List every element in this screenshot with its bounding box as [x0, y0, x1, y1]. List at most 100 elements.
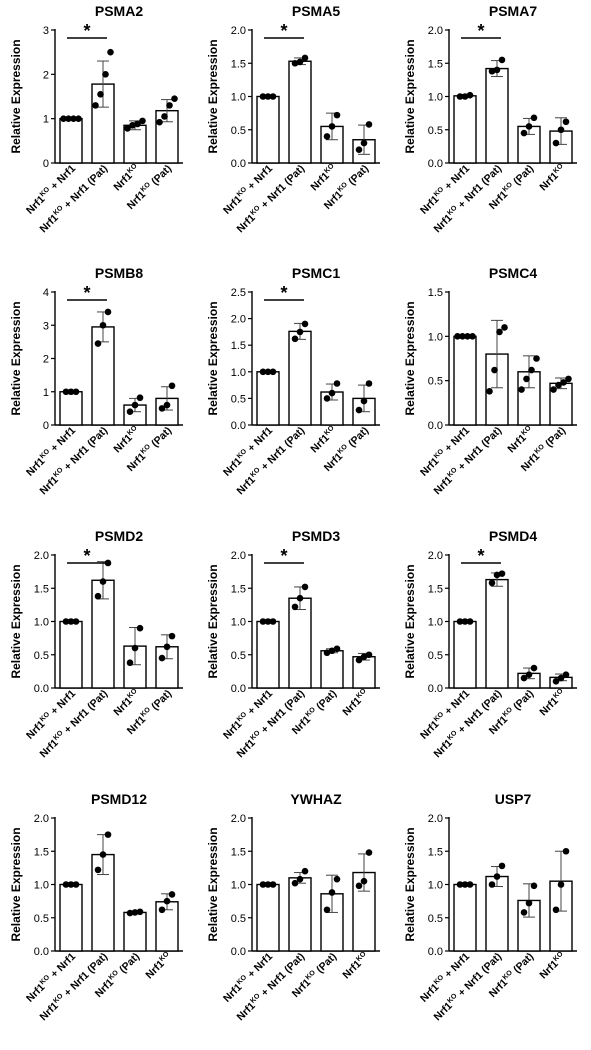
data-point	[493, 66, 501, 74]
data-point	[124, 125, 131, 132]
bar	[453, 95, 477, 164]
y-tick-label: 0.5	[231, 913, 246, 925]
data-point	[488, 67, 496, 75]
y-tick-label: 1.5	[428, 58, 443, 70]
data-point	[163, 897, 171, 905]
bar	[256, 620, 280, 689]
y-tick-label: 0.0	[231, 946, 246, 958]
chart-title: PSMA2	[95, 3, 143, 19]
data-point	[498, 862, 506, 870]
data-point	[562, 118, 570, 126]
chart-title: PSMD2	[95, 528, 143, 544]
y-tick-label: 0.5	[231, 650, 246, 662]
category-label: Nrf1KO	[505, 424, 536, 455]
y-tick-label: 1.5	[428, 287, 443, 299]
category-label: Nrf1KO	[111, 162, 142, 193]
data-point	[102, 71, 109, 78]
bar	[485, 875, 509, 952]
chart-title: PSMA5	[292, 3, 340, 19]
data-point	[333, 645, 341, 653]
data-point	[72, 388, 80, 396]
y-tick-label: 0	[43, 158, 49, 170]
y-tick-label: 3	[43, 25, 49, 37]
data-point	[550, 386, 557, 393]
data-point	[360, 139, 368, 147]
y-tick-label: 2.0	[34, 813, 49, 825]
data-point	[496, 328, 503, 336]
data-point	[488, 579, 496, 587]
data-point	[552, 678, 560, 685]
data-point	[126, 659, 134, 667]
data-point	[131, 644, 139, 652]
data-point	[323, 649, 331, 657]
data-point	[70, 115, 77, 122]
y-tick-label: 1.0	[231, 617, 246, 629]
y-tick-label: 1.0	[34, 617, 49, 629]
y-axis-label: Relative Expression	[9, 564, 23, 678]
y-tick-label: 0.0	[231, 158, 246, 170]
y-tick-label: 0.0	[428, 683, 443, 695]
bar	[288, 60, 312, 164]
bar	[288, 597, 312, 689]
data-point	[533, 355, 540, 362]
y-tick-label: 1.5	[428, 846, 443, 858]
data-point	[530, 664, 538, 672]
category-label: Nrf1KO	[111, 687, 142, 718]
panel-psmc1: PSMC1 Relative Expression 0.0 0.5 1.0 1.5 2.0 2…	[206, 265, 380, 497]
data-point	[560, 379, 567, 386]
data-point	[291, 59, 299, 67]
data-point	[296, 328, 304, 336]
error-bar	[97, 60, 109, 108]
y-axis-label: Relative Expression	[9, 39, 23, 153]
data-point	[461, 618, 469, 625]
data-point	[99, 851, 107, 858]
y-tick-label: 2.0	[231, 25, 246, 37]
data-point	[461, 93, 469, 100]
y-tick-label: 1.5	[231, 846, 246, 858]
chart-title: PSMD4	[489, 528, 537, 544]
data-point	[355, 146, 363, 153]
data-point	[333, 111, 341, 119]
data-point	[525, 671, 533, 678]
data-point	[94, 592, 102, 600]
data-point	[65, 115, 72, 122]
data-point	[291, 335, 299, 343]
data-point	[360, 877, 368, 885]
panel-psmd12: PSMD12 Relative Expression 0.0 0.5 1.0 1.5 2.0…	[9, 791, 183, 1023]
data-point	[557, 674, 565, 682]
data-point	[360, 653, 368, 661]
bar	[288, 877, 312, 952]
y-tick-label: 1.0	[231, 880, 246, 892]
data-point	[158, 906, 166, 914]
y-axis-label: Relative Expression	[403, 39, 417, 153]
y-tick-label: 0.5	[34, 913, 49, 925]
y-axis-label: Relative Expression	[206, 827, 220, 941]
data-point	[333, 380, 341, 387]
y-tick-label: 0.0	[428, 420, 443, 432]
panel-ywhaz: YWHAZ Relative Expression 0.0 0.5 1.0 1.5 2.0 N…	[206, 791, 380, 1023]
data-point	[94, 340, 102, 347]
data-point	[466, 91, 474, 99]
y-tick-label: 0.5	[34, 650, 49, 662]
y-tick-label: 0.0	[34, 683, 49, 695]
significance-label: *	[83, 283, 90, 303]
data-point	[525, 123, 533, 130]
y-tick-label: 0.0	[231, 420, 246, 432]
bar	[59, 117, 83, 164]
y-tick-label: 2.0	[231, 813, 246, 825]
data-point	[126, 408, 134, 415]
data-point	[264, 93, 272, 100]
data-point	[161, 113, 168, 120]
data-point	[99, 578, 107, 585]
bar	[453, 335, 477, 426]
y-tick-label: 3	[43, 320, 49, 332]
data-point	[259, 368, 267, 376]
significance-label: *	[83, 546, 90, 566]
data-point	[530, 114, 538, 122]
data-point	[163, 401, 171, 409]
data-point	[67, 388, 75, 396]
data-point	[557, 126, 565, 134]
data-point	[355, 882, 363, 890]
data-point	[259, 881, 267, 888]
